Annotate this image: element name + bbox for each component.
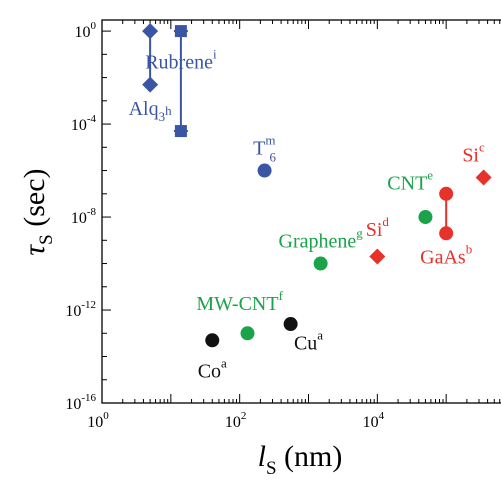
- data-point-alq3: [142, 23, 159, 40]
- data-point-cnt: [418, 210, 433, 225]
- annotation-si-text: Si: [462, 144, 479, 166]
- annotation-cnt-text: CNT: [387, 173, 427, 195]
- x-tick-exponent: 0: [103, 410, 109, 422]
- y-tick-label: 10-16: [65, 392, 96, 413]
- annotation-mw-cnt-text: MW-CNT: [196, 293, 278, 315]
- y-tick-label: 10-4: [71, 113, 97, 134]
- annotation-si-text: Si: [366, 219, 383, 241]
- data-point-t6: [257, 163, 272, 178]
- annotation-si: Sic: [462, 139, 485, 166]
- x-tick-label: 100: [87, 410, 109, 431]
- annotation-alq-superscript: h: [165, 103, 172, 118]
- y-tick-base: 10: [71, 117, 87, 134]
- y-tick-base: 10: [71, 210, 87, 227]
- annotation-t-text: T: [253, 137, 265, 159]
- y-axis-symbol: τ: [18, 244, 51, 256]
- annotation-cu: Cua: [294, 328, 323, 355]
- y-tick-exponent: 0: [91, 20, 97, 32]
- y-axis-label: τS (sec): [18, 168, 57, 255]
- annotation-mw-cnt-superscript: f: [279, 288, 284, 303]
- annotation-graphene: Grapheneg: [279, 225, 364, 252]
- x-tick-exponent: 2: [241, 410, 247, 422]
- data-point-rubrene: [174, 25, 187, 38]
- y-tick-base: 10: [75, 24, 91, 41]
- data-layer: [142, 23, 492, 348]
- data-point-si: [369, 248, 386, 265]
- annotation-t-superscript: m: [265, 132, 275, 147]
- annotation-graphene-text: Graphene: [279, 230, 357, 252]
- y-tick-exponent: -16: [81, 392, 96, 404]
- annotation-co-superscript: a: [221, 356, 227, 371]
- data-point-mw-cnt: [240, 326, 255, 341]
- annotation-co: Coa: [198, 356, 227, 383]
- annotation-graphene-superscript: g: [356, 225, 363, 240]
- x-tick-label: 104: [363, 410, 385, 431]
- annotation-cu-superscript: a: [317, 328, 323, 343]
- annotation-si-superscript: c: [479, 139, 485, 154]
- y-tick-exponent: -8: [87, 206, 97, 218]
- x-axis-unit: (nm): [277, 440, 343, 473]
- y-tick-base: 10: [65, 396, 81, 413]
- annotation-rubrene-text: Rubrene: [145, 51, 213, 73]
- annotation-gaas-text: GaAs: [420, 247, 466, 269]
- data-point-gaas: [439, 186, 454, 201]
- annotation-gaas: GaAsb: [420, 242, 472, 269]
- annotation-si-superscript: d: [382, 214, 389, 229]
- y-tick-exponent: -12: [81, 299, 96, 311]
- annotation-rubrene: Rubrenei: [145, 46, 217, 73]
- annotation-alq-subscript: 3: [159, 109, 166, 124]
- annotation-cnt-superscript: e: [427, 168, 433, 183]
- x-tick-label: 102: [225, 410, 247, 431]
- y-tick-exponent: -4: [87, 113, 97, 125]
- annotation-t-subscript: 6: [269, 149, 276, 164]
- y-tick-label: 10-12: [65, 299, 96, 320]
- y-axis-unit: (sec): [18, 168, 51, 234]
- x-axis-label: lS (nm): [258, 440, 343, 479]
- x-tick-base: 10: [225, 414, 241, 431]
- y-tick-label: 10-8: [71, 206, 97, 227]
- annotation-si: Sid: [366, 214, 390, 241]
- annotation-co-text: Co: [198, 361, 221, 383]
- y-tick-label: 100: [75, 20, 97, 41]
- data-point-alq3: [142, 76, 159, 93]
- annotation-alq: Alq3h: [129, 98, 173, 124]
- annotation-cnt: CNTe: [387, 168, 433, 195]
- annotation-cu-text: Cu: [294, 333, 317, 355]
- y-tick-base: 10: [65, 303, 81, 320]
- y-axis-subscript: S: [36, 234, 57, 245]
- annotation-mw-cnt: MW-CNTf: [196, 288, 283, 315]
- data-point-graphene: [313, 256, 328, 271]
- data-point-rubrene: [174, 125, 187, 138]
- annotation-alq-text: Alq: [129, 98, 159, 120]
- x-tick-exponent: 4: [379, 410, 385, 422]
- x-tick-base: 10: [363, 414, 379, 431]
- data-point-si: [475, 169, 492, 186]
- x-axis-symbol: l: [258, 440, 266, 473]
- annotation-rubrene-superscript: i: [213, 46, 217, 61]
- x-axis-subscript: S: [266, 458, 277, 479]
- annotation-gaas-superscript: b: [466, 242, 473, 257]
- data-point-gaas: [439, 226, 454, 241]
- x-tick-base: 10: [87, 414, 103, 431]
- data-point-cu: [283, 317, 298, 332]
- data-point-co: [205, 333, 220, 348]
- annotation-t: Tm 6: [253, 132, 276, 164]
